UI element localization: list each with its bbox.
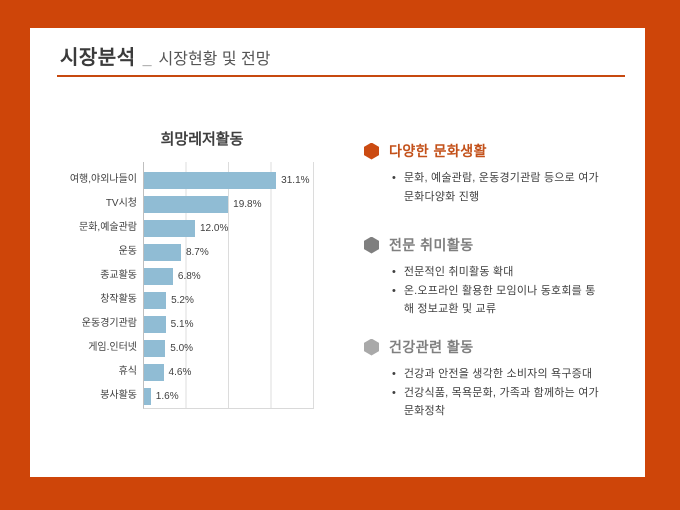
bullet-text: 문화, 예술관람, 운동경기관람 등으로 여가 문화다양화 진행: [403, 172, 599, 203]
chart-title: 희망레저활동: [160, 131, 244, 148]
chart-value-label: 1.6%: [155, 390, 179, 402]
section-heading-text: 다양한 문화생활: [389, 143, 488, 159]
section-health-activity: 건강관련 활동 • 건강과 안전을 생각한 소비자의 욕구증대 • 건강식품, 목욕문…: [364, 337, 636, 421]
chart-bar: [144, 195, 229, 213]
chart-bar: [144, 243, 181, 261]
title-underline: [57, 75, 625, 77]
bullet-item: • 건강과 안전을 생각한 소비자의 욕구증대: [392, 365, 636, 384]
chart-bar: [144, 291, 167, 309]
hexagon-icon: [364, 338, 379, 356]
bullet-marker: •: [392, 386, 396, 399]
chart-bar-row: 31.1%: [144, 168, 314, 192]
chart-bar-row: 5.1%: [144, 312, 314, 336]
chart-category-label: 운동경기관람: [81, 318, 137, 329]
bullet-text: 온.오프라인 활용한 모임이나 동호회를 통 해 정보교환 및 교류: [403, 284, 596, 316]
chart-bar: [144, 267, 173, 285]
section-culture-life: 다양한 문화생활 • 문화, 예술관람, 운동경기관람 등으로 여가 문화다양화 …: [364, 141, 636, 206]
chart-bar-row: 6.8%: [144, 264, 314, 288]
chart-value-label: 8.7%: [185, 246, 209, 258]
chart-category-label: 휴식: [118, 366, 137, 377]
chart-category-label: 운동: [118, 246, 137, 257]
section-heading: 다양한 문화생활: [364, 141, 636, 161]
section-heading: 전문 취미활동: [364, 235, 636, 255]
chart-category-label: 봉사활동: [100, 390, 137, 401]
section-heading-text: 건강관련 활동: [389, 339, 474, 355]
bullet-marker: •: [392, 284, 396, 297]
hexagon-icon: [364, 142, 379, 160]
chart-value-label: 5.1%: [170, 318, 194, 330]
page-title: 시장분석 _ 시장현황 및 전망: [60, 41, 270, 70]
chart-value-label: 6.8%: [177, 270, 201, 282]
chart-bar: [144, 315, 166, 333]
bullet-text: 건강식품, 목욕문화, 가족과 함께하는 여가 문화정착: [403, 386, 599, 418]
chart-category-label: 창작활동: [100, 294, 137, 305]
bullet-list: • 건강과 안전을 생각한 소비자의 욕구증대 • 건강식품, 목욕문화, 가족과 함…: [392, 365, 636, 421]
bullet-text: 건강과 안전을 생각한 소비자의 욕구증대: [403, 368, 593, 380]
hexagon-icon: [364, 236, 379, 254]
bullet-list: • 문화, 예술관람, 운동경기관람 등으로 여가 문화다양화 진행: [392, 169, 636, 206]
section-heading-text: 전문 취미활동: [389, 237, 474, 253]
chart-bar: [144, 219, 195, 237]
chart-bar-row: 1.6%: [144, 384, 314, 408]
chart-category-label: 종교활동: [100, 270, 137, 281]
bullet-list: • 전문적인 취미활동 확대 • 온.오프라인 활용한 모임이나 동호회를 통 해 정…: [392, 263, 636, 319]
chart-value-label: 5.0%: [170, 342, 194, 354]
bullet-item: • 건강식품, 목욕문화, 가족과 함께하는 여가 문화정착: [392, 384, 636, 421]
bullet-item: • 문화, 예술관람, 운동경기관람 등으로 여가 문화다양화 진행: [392, 169, 636, 206]
chart-bar-row: 5.0%: [144, 336, 314, 360]
bullet-text: 전문적인 취미활동 확대: [403, 266, 514, 278]
bullet-item: • 전문적인 취미활동 확대: [392, 263, 636, 282]
section-hobby-activity: 전문 취미활동 • 전문적인 취미활동 확대 • 온.오프라인 활용한 모임이나 동호…: [364, 235, 636, 319]
page-title-separator: _: [142, 51, 152, 68]
chart-bar: [144, 363, 164, 381]
chart-value-label: 12.0%: [200, 222, 229, 234]
chart-bar: [144, 171, 277, 189]
page-title-sub: 시장현황 및 전망: [158, 51, 271, 68]
chart-value-label: 5.2%: [171, 294, 194, 306]
chart-bar: [144, 387, 151, 405]
chart-bar-row: 12.0%: [144, 216, 314, 240]
chart-category-label: 문화,예술관람: [79, 222, 137, 233]
chart-category-label: 여행,야외나들이: [69, 174, 137, 185]
chart-bar-row: 19.8%: [144, 192, 314, 216]
chart-bar: [144, 339, 166, 357]
chart-bar-row: 4.6%: [144, 360, 314, 384]
chart-bar-row: 8.7%: [144, 240, 314, 264]
bullet-item: • 온.오프라인 활용한 모임이나 동호회를 통 해 정보교환 및 교류: [392, 282, 636, 319]
chart-value-label: 19.8%: [233, 198, 262, 210]
page-title-main: 시장분석: [60, 47, 136, 69]
bullet-marker: •: [392, 368, 396, 380]
bullet-marker: •: [392, 172, 396, 184]
chart-category-label: 게임.인터넷: [88, 342, 137, 353]
chart-value-label: 4.6%: [168, 366, 192, 378]
chart-category-label: TV시청: [105, 198, 137, 209]
bullet-marker: •: [392, 266, 396, 278]
chart-bar-row: 5.2%: [144, 288, 314, 312]
chart-value-label: 31.1%: [281, 174, 310, 186]
chart-plot-area: 31.1% 19.8% 12.0% 8.7% 6.8% 5.2% 5.1% 5.0% 4.6% 1…: [143, 162, 314, 409]
section-heading: 건강관련 활동: [364, 337, 636, 357]
